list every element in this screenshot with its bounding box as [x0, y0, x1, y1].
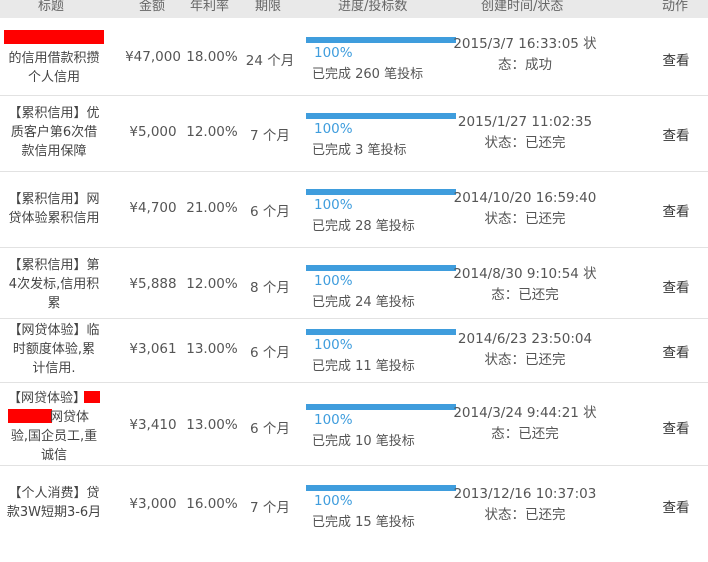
progress-bar: [306, 485, 456, 491]
table-row: 【累积信用】优 质客户第6次借 款信用保障 ¥5,000 12.00% 7 个月…: [0, 96, 708, 172]
loan-term: 6 个月: [250, 345, 290, 361]
loan-rate: 13.00%: [186, 417, 238, 433]
bid-count: 已完成 24 笔投标: [312, 295, 415, 310]
loan-rate: 18.00%: [186, 49, 238, 65]
loan-term: 8 个月: [250, 280, 290, 296]
loan-title[interactable]: 【累积信用】网 贷体验累积信用: [8, 192, 100, 226]
view-link[interactable]: 查看: [662, 280, 690, 296]
created-status: 2014/10/20 16:59:40 状态：已还完: [453, 190, 597, 227]
loan-title[interactable]: 【累积信用】优 质客户第6次借 款信用保障: [8, 106, 100, 159]
loan-amount: ¥47,000: [125, 49, 181, 65]
table-row: 【个人消费】贷 款3W短期3-6月 ¥3,000 16.00% 7 个月 100…: [0, 466, 708, 542]
table-row: 的信用借款积攒 个人信用 ¥47,000 18.00% 24 个月 100% 已…: [0, 18, 708, 96]
created-status: 2014/6/23 23:50:04 状态：已还完: [457, 331, 593, 368]
table-header: 标题 金额 年利率 期限 进度/投标数 创建时间/状态 动作: [0, 0, 708, 18]
progress-bar: [306, 404, 456, 410]
loan-title[interactable]: 【网贷体验】临 时额度体验,累 计信用.: [8, 323, 100, 376]
view-link[interactable]: 查看: [662, 500, 690, 516]
header-action: 动作: [662, 0, 689, 14]
created-status: 2013/12/16 10:37:03 状态：已还完: [453, 486, 597, 523]
view-link[interactable]: 查看: [662, 345, 690, 361]
loan-amount: ¥3,000: [129, 496, 177, 512]
table-row: 【网贷体验】临 时额度体验,累 计信用. ¥3,061 13.00% 6 个月 …: [0, 319, 708, 383]
header-term: 期限: [255, 0, 282, 14]
loan-rate: 13.00%: [186, 341, 238, 357]
loan-rate: 12.00%: [186, 276, 238, 292]
loan-title[interactable]: 【网贷体验】 网贷体 验,国企员工,重 诚信: [8, 391, 98, 463]
progress-percent: 100%: [314, 197, 353, 213]
view-link[interactable]: 查看: [662, 128, 690, 144]
bid-count: 已完成 11 笔投标: [312, 359, 415, 374]
created-status: 2014/8/30 9:10:54 状 态：已还完: [453, 266, 597, 303]
view-link[interactable]: 查看: [662, 421, 690, 437]
loan-amount: ¥4,700: [129, 200, 177, 216]
bid-count: 已完成 28 笔投标: [312, 219, 415, 234]
loan-title[interactable]: 【个人消费】贷 款3W短期3-6月: [6, 486, 102, 520]
header-progress: 进度/投标数: [338, 0, 408, 14]
loan-rate: 16.00%: [186, 496, 238, 512]
progress-bar: [306, 189, 456, 195]
header-rate: 年利率: [190, 0, 230, 14]
progress-bar: [306, 265, 456, 271]
table-row: 【网贷体验】 网贷体 验,国企员工,重 诚信 ¥3,410 13.00% 6 个…: [0, 383, 708, 466]
view-link[interactable]: 查看: [662, 204, 690, 220]
loan-term: 7 个月: [250, 128, 290, 144]
loan-amount: ¥3,061: [129, 341, 177, 357]
header-amount: 金额: [139, 0, 166, 14]
loan-rate: 12.00%: [186, 124, 238, 140]
progress-cell: 100% 已完成 11 笔投标: [306, 329, 456, 374]
table-row: 【累积信用】第 4次发标,信用积 累 ¥5,888 12.00% 8 个月 10…: [0, 248, 708, 319]
bid-count: 已完成 10 笔投标: [312, 434, 415, 449]
progress-percent: 100%: [314, 45, 353, 61]
loan-title[interactable]: 【累积信用】第 4次发标,信用积 累: [8, 258, 100, 311]
created-status: 2014/3/24 9:44:21 状 态：已还完: [453, 405, 597, 442]
progress-cell: 100% 已完成 15 笔投标: [306, 485, 456, 530]
created-status: 2015/1/27 11:02:35 状态：已还完: [457, 114, 593, 151]
redaction-mark: [84, 391, 100, 403]
progress-percent: 100%: [314, 493, 353, 509]
progress-percent: 100%: [314, 412, 353, 428]
progress-cell: 100% 已完成 28 笔投标: [306, 189, 456, 234]
loan-rate: 21.00%: [186, 200, 238, 216]
progress-bar: [306, 329, 456, 335]
bid-count: 已完成 15 笔投标: [312, 515, 415, 530]
loan-title[interactable]: 的信用借款积攒 个人信用: [8, 51, 100, 85]
loan-table: 标题 金额 年利率 期限 进度/投标数 创建时间/状态 动作 的信用借款积攒 个…: [0, 0, 708, 542]
bid-count: 已完成 3 笔投标: [312, 143, 407, 158]
progress-bar: [306, 37, 456, 43]
loan-term: 6 个月: [250, 204, 290, 220]
view-link[interactable]: 查看: [662, 53, 690, 69]
loan-amount: ¥3,410: [129, 417, 177, 433]
loan-amount: ¥5,000: [129, 124, 177, 140]
redaction-mark: [4, 30, 104, 44]
bid-count: 已完成 260 笔投标: [312, 67, 424, 82]
loan-amount: ¥5,888: [129, 276, 177, 292]
progress-cell: 100% 已完成 10 笔投标: [306, 404, 456, 449]
loan-term: 7 个月: [250, 500, 290, 516]
progress-cell: 100% 已完成 260 笔投标: [306, 37, 456, 82]
header-title: 标题: [38, 0, 65, 14]
redaction-mark: [8, 409, 52, 423]
progress-percent: 100%: [314, 273, 353, 289]
created-status: 2015/3/7 16:33:05 状 态：成功: [453, 36, 597, 73]
progress-cell: 100% 已完成 3 笔投标: [306, 113, 456, 158]
progress-percent: 100%: [314, 337, 353, 353]
loan-term: 6 个月: [250, 421, 290, 437]
header-created: 创建时间/状态: [481, 0, 564, 14]
progress-percent: 100%: [314, 121, 353, 137]
progress-cell: 100% 已完成 24 笔投标: [306, 265, 456, 310]
loan-term: 24 个月: [245, 53, 295, 69]
progress-bar: [306, 113, 456, 119]
table-row: 【累积信用】网 贷体验累积信用 ¥4,700 21.00% 6 个月 100% …: [0, 172, 708, 248]
